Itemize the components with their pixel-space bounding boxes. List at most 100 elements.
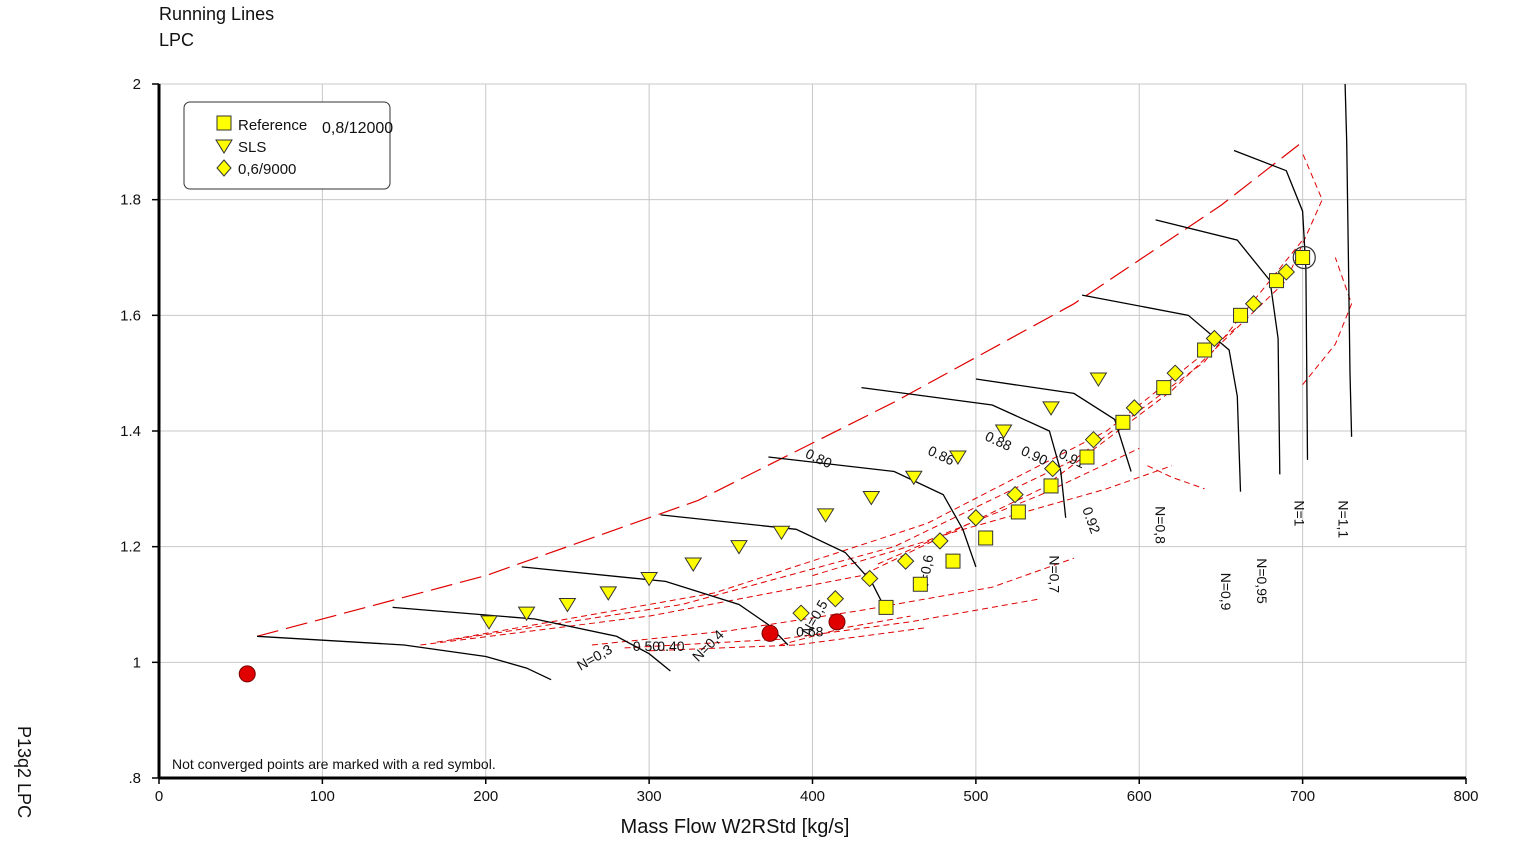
- part-load-point: [826, 590, 845, 608]
- efficiency-label: 0.88: [983, 428, 1015, 454]
- sls-point: [994, 424, 1013, 439]
- part-load-point: [896, 552, 915, 570]
- speed-line: [660, 514, 887, 611]
- part-load-point: [1125, 399, 1144, 417]
- legend-extra: 0,8/12000: [322, 120, 393, 137]
- efficiency-label: 0.92: [1079, 505, 1103, 536]
- legend: Reference SLS 0,6/9000 0,8/12000: [183, 101, 393, 190]
- sls-point: [772, 525, 791, 541]
- part-load-point: [1205, 329, 1224, 348]
- x-tick-label: 700: [1290, 788, 1315, 805]
- speed-line-label: N=0,95: [1254, 558, 1270, 604]
- speed-line-label: N=1: [1291, 500, 1307, 526]
- reference-point: [945, 553, 961, 569]
- reference-point: [1233, 307, 1249, 323]
- speed-line: [392, 606, 671, 672]
- not-converged-point: [828, 613, 846, 631]
- reference-point: [878, 599, 894, 615]
- efficiency-contour: [591, 557, 1075, 646]
- speed-line-label: N=0,7: [1046, 555, 1062, 593]
- efficiency-label: 0.40: [657, 638, 684, 654]
- sls-point: [862, 491, 881, 506]
- legend-triangle-icon: [215, 139, 233, 154]
- part-load-point: [1006, 485, 1024, 504]
- speed-line: [1344, 83, 1353, 437]
- sls-point: [599, 586, 618, 601]
- y-tick-label: 1: [133, 654, 141, 671]
- efficiency-contour: [877, 465, 1173, 565]
- sls-point: [640, 571, 659, 587]
- sls-point: [816, 508, 835, 523]
- efficiency-contour: [649, 627, 927, 652]
- part-load-point: [1084, 430, 1103, 449]
- y-tick-label: 2: [133, 76, 141, 93]
- x-tick-label: 600: [1127, 788, 1152, 805]
- note-text: Not converged points are marked with a r…: [172, 756, 496, 772]
- speed-line-label: N=0,8: [1153, 506, 1169, 544]
- efficiency-contour: [624, 598, 1042, 649]
- part-load-point: [1043, 459, 1062, 478]
- y-tick-label: 1.8: [120, 192, 141, 209]
- efficiency-contour: [453, 326, 1238, 640]
- speed-line: [521, 566, 789, 646]
- y-tick-label: 1.4: [120, 423, 141, 440]
- data-points: [238, 245, 1316, 683]
- speed-lines: [256, 83, 1353, 681]
- y-tick-label: .8: [128, 770, 141, 787]
- reference-point: [1010, 504, 1026, 520]
- not-converged-point: [238, 665, 256, 683]
- speed-line-label: N=0,9: [1218, 573, 1234, 611]
- speed-line-label: N=0,3: [574, 641, 615, 674]
- reference-point: [1115, 414, 1131, 430]
- x-tick-label: 100: [310, 788, 335, 805]
- reference-point: [1295, 250, 1311, 265]
- curve-labels: N=0,3 N=0,4N=0,5N=0,6 N=0,7N=0,8N=0,9 N=0,9…: [574, 428, 1352, 674]
- reference-point: [912, 576, 928, 592]
- design-point-marker: [1292, 245, 1316, 270]
- speed-line-label: N=0,4: [689, 626, 727, 664]
- part-load-point: [1244, 295, 1263, 313]
- axes: 0 100 200 300 400 500 600 700 800 .8 1 1.2 1.4 1.6 1.8…: [120, 76, 1478, 805]
- efficiency-contours: [256, 141, 1353, 652]
- part-load-point: [1166, 364, 1184, 382]
- efficiency-label: 0.80: [803, 445, 835, 471]
- sls-point: [517, 606, 536, 622]
- efficiency-contour: [1147, 465, 1205, 490]
- x-tick-label: 500: [963, 788, 988, 805]
- legend-label: SLS: [238, 139, 266, 156]
- reference-point: [1197, 342, 1213, 358]
- legend-diamond-icon: [216, 159, 232, 177]
- x-tick-label: 800: [1453, 788, 1478, 805]
- x-tick-label: 400: [800, 788, 825, 805]
- part-load-point: [792, 604, 810, 622]
- reference-point: [1268, 273, 1284, 289]
- x-tick-label: 300: [637, 788, 662, 805]
- chart-title: Running Lines: [159, 4, 275, 24]
- efficiency-contour: [779, 615, 911, 646]
- y-tick-label: 1.2: [120, 539, 141, 556]
- x-tick-label: 0: [155, 788, 163, 805]
- x-tick-label: 200: [473, 788, 498, 805]
- speed-line: [975, 378, 1132, 472]
- sls-point: [684, 557, 703, 572]
- speed-line: [768, 456, 977, 568]
- reference-point: [1156, 380, 1172, 396]
- part-load-point: [931, 532, 949, 550]
- efficiency-contour: [1302, 257, 1353, 386]
- reference-point: [1043, 478, 1059, 494]
- not-converged-point: [761, 624, 779, 642]
- sls-point: [1089, 372, 1108, 387]
- sls-point: [949, 450, 967, 465]
- sls-point: [904, 470, 923, 486]
- sls-point: [1042, 401, 1060, 416]
- legend-label: Reference: [238, 117, 307, 134]
- y-tick-label: 1.6: [120, 307, 141, 324]
- speed-line-label: N=1,1: [1336, 500, 1352, 538]
- part-load-point: [860, 569, 879, 588]
- part-load-point: [967, 509, 985, 527]
- sls-point: [480, 615, 498, 630]
- efficiency-label: 0.68: [796, 623, 823, 639]
- legend-square-icon: [216, 115, 232, 131]
- speed-line: [1233, 149, 1309, 460]
